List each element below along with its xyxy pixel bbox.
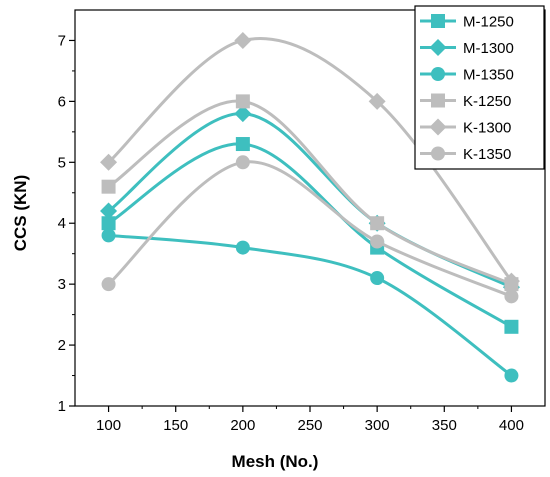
legend-marker-circle [431,146,445,161]
y-tick-label: 7 [58,32,66,49]
x-tick-label: 100 [96,417,121,434]
legend-label: M-1250 [463,14,514,31]
data-point-circle [235,240,250,255]
series-line [107,160,512,298]
data-point-diamond [100,202,118,220]
y-tick-label: 5 [58,154,66,171]
x-axis-title: Mesh (No.) [232,452,319,471]
y-tick-label: 1 [58,398,66,415]
series-line [107,37,513,283]
data-point-diamond [234,31,252,49]
data-point-diamond [368,92,386,110]
data-point-square [370,216,385,231]
axes: 100 150 200 250 300 350 400 1 2 3 4 5 6 7 Mesh (No.) CC… [11,9,546,471]
data-point-circle [370,234,385,249]
x-tick-label: 350 [432,417,457,434]
legend-label: K-1300 [463,120,511,137]
legend-label: K-1250 [463,93,511,110]
legend-label: M-1350 [463,67,514,84]
data-point-square [235,137,250,152]
x-tick-label: 300 [365,417,390,434]
data-point-circle [101,228,116,243]
legend-marker-diamond [429,118,447,136]
legend-marker-square [431,93,445,108]
y-tick-label: 2 [58,337,66,354]
data-point-circle [504,368,519,383]
series-m-1350 [101,228,519,383]
series-k-1300 [100,31,520,290]
legend-item-m-1250: M-1250 [420,14,514,31]
series-k-1350 [101,155,519,304]
x-tick-label: 250 [297,417,322,434]
data-point-diamond [234,105,252,123]
data-point-square [235,94,250,109]
legend-item-k-1300: K-1300 [420,118,511,137]
data-point-diamond [100,153,118,171]
data-point-circle [101,277,116,292]
series-line [107,142,513,329]
legend-marker-diamond [429,39,447,56]
plot-area [100,31,520,383]
y-tick-label: 4 [58,215,66,232]
series-line [107,99,513,286]
legend-item-k-1350: K-1350 [420,146,511,163]
legend-label: M-1300 [463,40,514,57]
data-point-circle [235,155,250,170]
data-point-circle [504,289,519,304]
legend-label: K-1350 [463,146,511,163]
legend-item-m-1350: M-1350 [420,67,514,84]
data-point-square [101,216,116,231]
legend-box [414,5,545,170]
data-point-diamond [502,272,520,290]
legend-marker-square [431,14,445,28]
y-tick-label: 6 [58,93,66,110]
data-point-circle [370,271,385,286]
data-point-square [101,179,116,194]
legend-item-k-1250: K-1250 [420,93,511,110]
legend: M-1250 M-1300 M-1350 K-1250 K-1300 K-1350 [414,5,545,170]
y-axis-title: CCS (KN) [11,175,30,252]
x-tick-label: 400 [499,417,524,434]
data-point-square [504,319,519,334]
y-tick-label: 3 [58,276,66,293]
legend-marker-circle [431,67,445,81]
x-tick-label: 200 [230,417,255,434]
x-tick-label: 150 [163,417,188,434]
legend-item-m-1300: M-1300 [420,39,514,57]
series-line [108,233,513,377]
